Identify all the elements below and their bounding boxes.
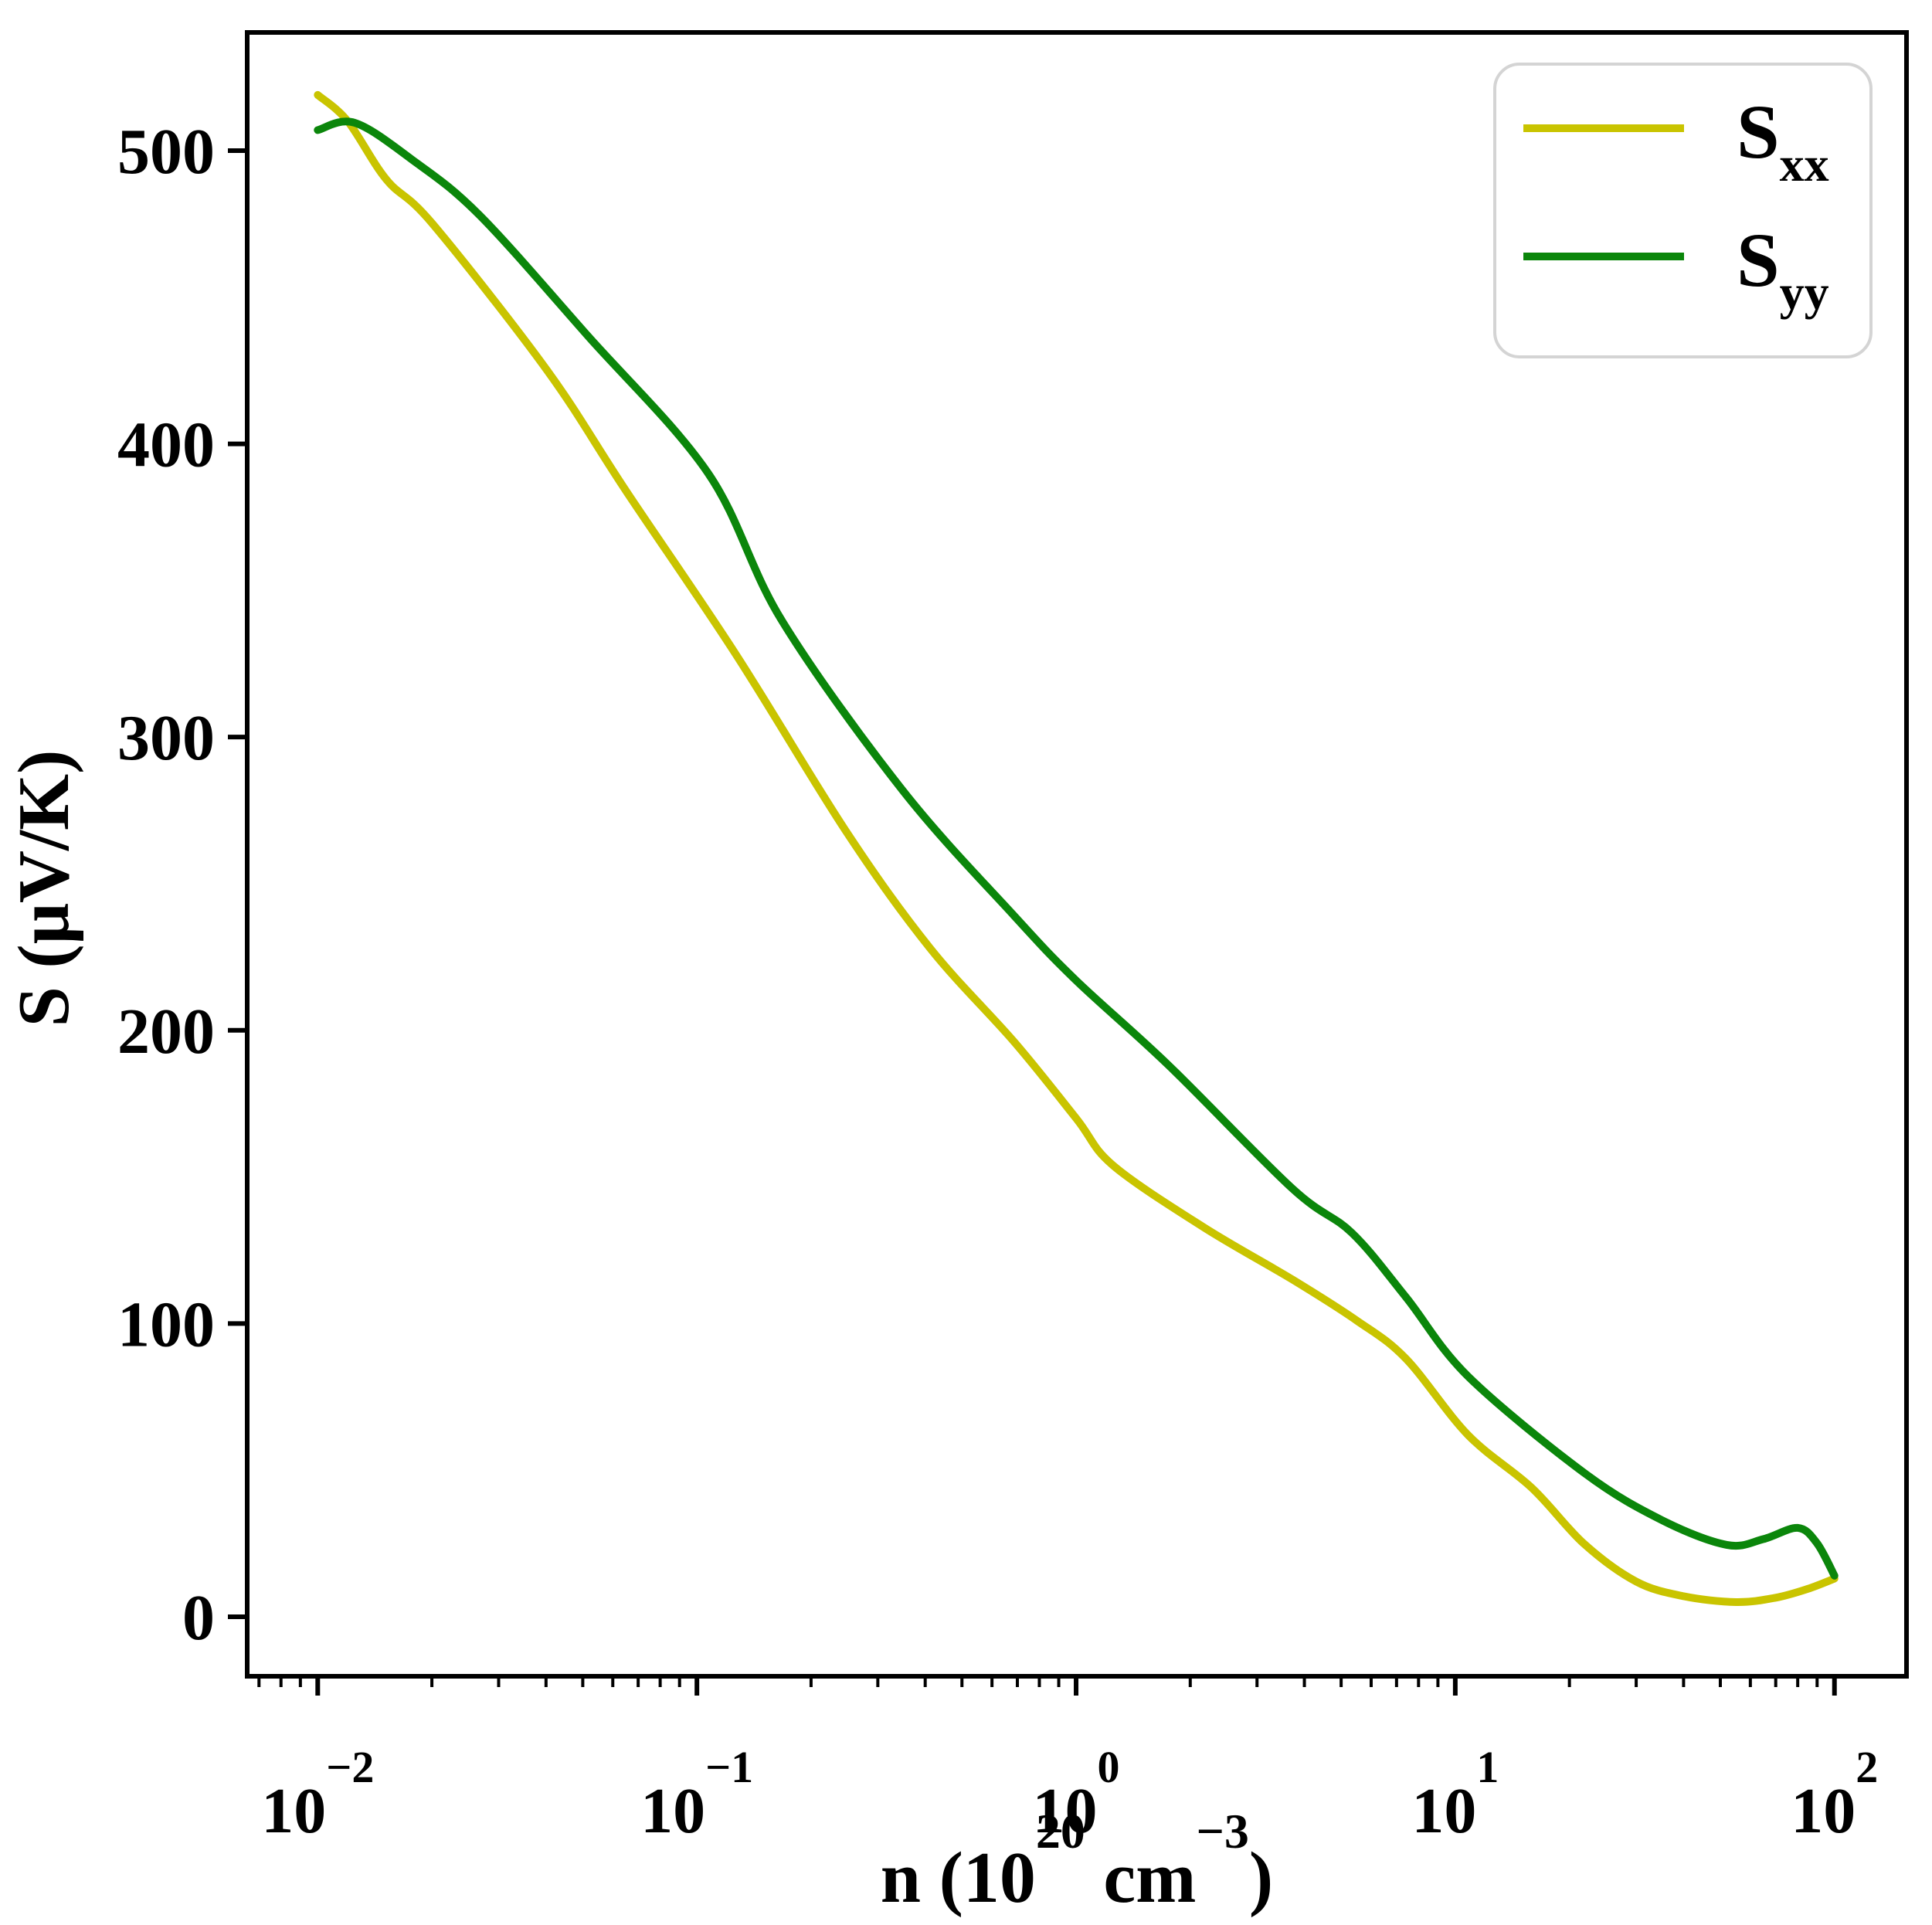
x-tick-label: 10−1 [640,1742,753,1847]
y-axis-label: S (μV/K) [4,750,84,1027]
y-tick-label: 100 [117,1288,215,1360]
x-tick-label: 102 [1791,1742,1878,1847]
legend-label-xx: Sxx [1737,89,1829,192]
axis-tick-labels: 0 100 200 300 400 500 10−2 10−1 100 101 102 [117,116,1878,1847]
series-s_yy-curve [314,117,1839,1580]
axis-ticks [228,148,1837,1696]
legend: Sxx Syy [1493,63,1873,358]
y-tick-label: 500 [117,116,215,188]
x-tick-label: 101 [1411,1742,1499,1847]
legend-box [1493,63,1873,358]
x-axis-label: n (1020 cm−3) [881,1804,1273,1918]
y-tick-label: 400 [117,409,215,481]
series-s_xx-curve [314,90,1839,1607]
series-curves [314,90,1839,1607]
x-tick-label: 100 [1033,1742,1120,1847]
y-tick-label: 0 [182,1582,215,1654]
y-tick-label: 300 [117,702,215,774]
y-tick-label: 200 [117,996,215,1068]
x-tick-label: 10−2 [261,1742,374,1847]
x-axis-label-text: n (1020 cm−3) [881,1804,1273,1918]
legend-label-yy: Syy [1737,217,1829,320]
plot-border [245,30,1909,1679]
